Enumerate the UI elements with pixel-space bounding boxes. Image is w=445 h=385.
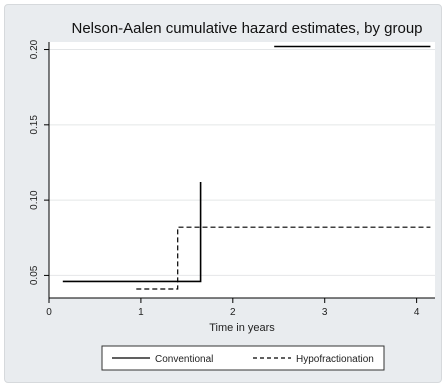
x-axis-title: Time in years <box>209 322 275 334</box>
x-tick-label: 0 <box>46 307 52 318</box>
x-tick-label: 3 <box>322 307 328 318</box>
x-axis: 0 1 2 3 4 <box>46 297 435 318</box>
y-axis: 0.05 0.10 0.15 0.20 <box>29 39 50 298</box>
x-tick-label: 4 <box>414 307 420 318</box>
y-tick-label: 0.05 <box>29 265 40 285</box>
y-tick-label: 0.15 <box>29 115 40 135</box>
legend-label-conventional: Conventional <box>155 354 213 365</box>
series-line-conventional <box>62 182 202 283</box>
legend-label-hypofractionation: Hypofractionation <box>296 354 374 365</box>
x-tick-label: 1 <box>138 307 144 318</box>
plot-area <box>49 42 435 298</box>
y-tick-label: 0.10 <box>29 190 40 210</box>
y-tick-label: 0.20 <box>29 39 40 59</box>
x-tick-label: 2 <box>230 307 236 318</box>
series-line-hypofractionation <box>136 226 431 290</box>
grid-layer <box>49 49 435 276</box>
chart-title: Nelson-Aalen cumulative hazard estimates… <box>71 20 422 37</box>
series-layer <box>62 45 431 290</box>
legend: Conventional Hypofractionation <box>101 345 385 371</box>
